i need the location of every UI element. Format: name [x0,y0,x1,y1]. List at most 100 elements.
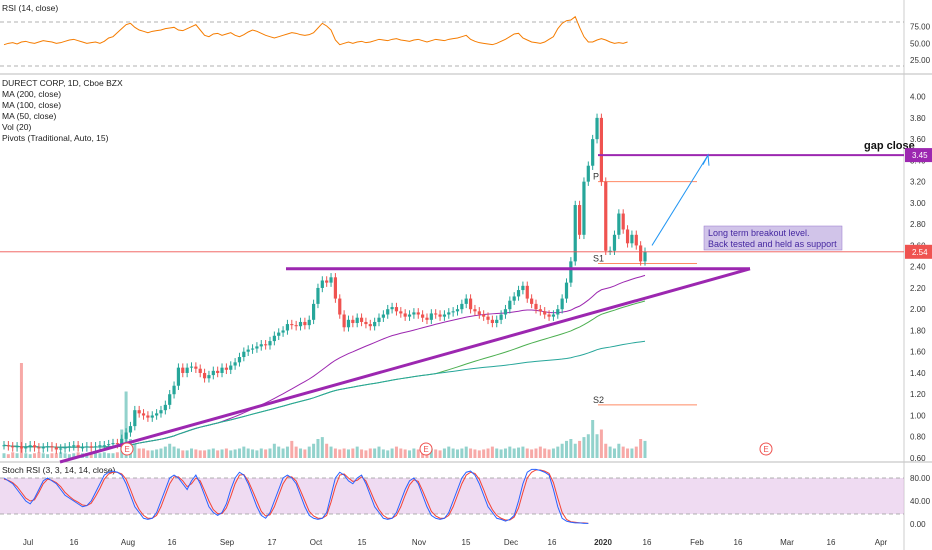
volume-bar [224,448,228,458]
volume-bar [416,449,420,458]
volume-bar [303,449,307,458]
candle-body [630,234,634,244]
candle-body [482,314,486,317]
candle-body [495,319,499,324]
candle-body [599,117,603,182]
candle-body [89,446,93,448]
volume-bar [251,449,255,458]
candle-body [434,313,438,315]
candle-body [124,432,128,439]
volume-bar [216,450,220,458]
time-tick-label: 15 [358,538,367,547]
volume-bar [242,446,246,458]
volume-bar [460,448,464,458]
volume-bar [525,448,529,458]
candle-body [59,448,63,450]
time-tick-label: 16 [734,538,743,547]
candle-body [141,413,146,416]
breakout-note-line2: Back tested and held as support [708,239,837,249]
volume-bar [94,453,98,458]
volume-bar [412,448,416,458]
volume-bar [469,448,473,458]
volume-bar [612,448,616,458]
candle-body [564,282,569,299]
volume-bar [115,452,119,458]
volume-bar [586,434,590,458]
volume-bar [185,450,189,458]
volume-bar [604,443,608,458]
ma100-line [3,300,646,448]
time-tick-label: Dec [504,538,518,547]
candle-body [368,324,372,327]
volume-bar [6,454,10,458]
price-tick-label: 0.60 [910,454,926,463]
volume-bar [137,448,141,458]
volume-bar [455,449,459,458]
candle-body [338,298,342,315]
time-tick-label: 16 [548,538,557,547]
volume-bar [290,440,294,458]
price-tick-label: 3.60 [910,135,926,144]
candle-body [625,229,630,244]
candle-body [608,250,612,252]
earnings-marker [419,442,433,456]
pivot-s1-label: S1 [593,253,604,263]
time-tick-label: Nov [412,538,426,547]
candle-body [473,309,477,312]
volume-bar [630,448,634,458]
volume-bar [390,448,394,458]
projection-arrow [651,154,709,246]
volume-bar [360,449,364,458]
candle-body [486,316,490,320]
symbol-title: DURECT CORP, 1D, Cboe BZX [2,78,123,88]
candle-body [298,321,303,327]
volume-bar [107,453,111,458]
candle-body [198,368,202,373]
rsi-tick-label: 25.00 [910,56,931,65]
time-tick-label: Jul [23,538,33,547]
volume-bar [159,448,163,458]
volume-bar [299,448,303,458]
candle-body [359,317,364,322]
candle-body [202,372,207,379]
candle-body [639,245,643,262]
volume-bar [102,452,106,458]
price-tick-label: 1.80 [910,326,926,335]
indicator-ma50: MA (50, close) [2,111,56,121]
price-tick-label: 1.20 [910,390,926,399]
earnings-marker-label: E [763,445,768,454]
volume-bar [172,446,176,458]
time-tick-label: Apr [875,538,888,547]
pivot-s2-label: S2 [593,395,604,405]
volume-bar [277,446,281,458]
ma50-line [3,274,646,448]
volume-bar [381,449,385,458]
earnings-marker [120,442,134,456]
candle-body [577,205,582,235]
candle-body [591,139,595,166]
candle-body [333,277,338,299]
candle-body [595,117,599,140]
candle-body [586,165,590,182]
candle-body [76,445,80,448]
candle-body [207,375,211,379]
candle-body [373,321,377,327]
ma200-line [3,340,646,448]
volume-bar [72,453,76,458]
stoch-tick-label: 80.00 [910,474,931,483]
volume-bar [569,439,573,458]
candle-body [346,319,351,328]
volume-bar [203,450,207,458]
indicator-ma100: MA (100, close) [2,100,61,110]
candle-body [538,309,542,312]
indicator-vol: Vol (20) [2,122,31,132]
price-tick-label: 0.80 [910,433,926,442]
time-tick-label: 15 [462,538,471,547]
candle-body [464,298,468,304]
volume-bar [621,446,625,458]
candle-body [194,366,198,369]
time-tick-label: Aug [121,538,135,547]
volume-bar [41,453,45,458]
volume-bar [19,363,23,458]
candle-body [582,181,586,235]
